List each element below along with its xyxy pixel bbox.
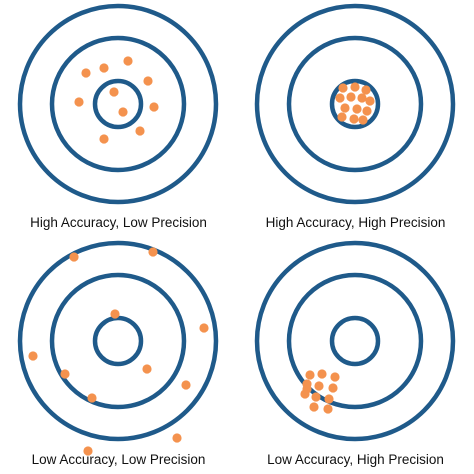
- caption-high-accuracy-high-precision: High Accuracy, High Precision: [265, 215, 446, 230]
- bullseye-ring: [92, 78, 144, 130]
- outer-ring: [254, 240, 456, 442]
- shot-dot: [149, 102, 159, 112]
- shot-dot: [311, 392, 321, 402]
- shot-dot: [335, 93, 345, 103]
- middle-ring: [286, 272, 424, 410]
- bullseye-ring: [92, 315, 144, 367]
- caption-low-accuracy-high-precision: Low Accuracy, High Precision: [267, 452, 444, 467]
- shot-dot: [99, 134, 109, 144]
- shot-dot: [328, 383, 338, 393]
- target-panel-low-accuracy-high-precision: [254, 240, 456, 442]
- shot-dot: [357, 93, 367, 103]
- shot-dot: [346, 92, 356, 102]
- shot-dot: [317, 369, 327, 379]
- shot-dot: [60, 369, 70, 379]
- middle-ring: [286, 35, 424, 173]
- shot-dot: [365, 96, 375, 106]
- shot-dot: [302, 384, 312, 394]
- shot-dot: [330, 372, 340, 382]
- shot-dot: [361, 85, 371, 95]
- shot-dot: [74, 97, 84, 107]
- bullseye-ring: [329, 78, 381, 130]
- shot-dot: [118, 107, 128, 117]
- shot-dot: [123, 56, 133, 66]
- shot-dot: [143, 76, 153, 86]
- shot-dot: [309, 402, 319, 412]
- shot-dot: [87, 393, 97, 403]
- shot-dot: [314, 381, 324, 391]
- caption-low-accuracy-low-precision: Low Accuracy, Low Precision: [31, 452, 206, 467]
- middle-ring: [49, 35, 187, 173]
- target-panel-high-accuracy-low-precision: [17, 3, 219, 205]
- shot-dot: [69, 252, 79, 262]
- target-panel-low-accuracy-low-precision: [17, 240, 219, 456]
- outer-ring: [17, 240, 219, 442]
- shot-dot: [323, 404, 333, 414]
- shot-dot: [199, 323, 209, 333]
- shot-dot: [135, 126, 145, 136]
- shot-dot: [172, 433, 182, 443]
- shot-dot: [340, 103, 350, 113]
- shot-dot: [110, 309, 120, 319]
- shot-dot: [337, 112, 347, 122]
- shot-dot: [324, 394, 334, 404]
- shot-dot: [350, 82, 360, 92]
- target-panel-high-accuracy-high-precision: [254, 3, 456, 205]
- shot-dot: [358, 115, 368, 125]
- caption-high-accuracy-low-precision: High Accuracy, Low Precision: [30, 215, 207, 230]
- shot-dot: [109, 87, 119, 97]
- shot-dot: [83, 446, 93, 456]
- shot-dot: [148, 247, 158, 257]
- shot-dot: [362, 106, 372, 116]
- shot-dot: [349, 114, 359, 124]
- shot-dot: [181, 380, 191, 390]
- outer-ring: [254, 3, 456, 205]
- shot-dot: [28, 351, 38, 361]
- shot-dot: [352, 104, 362, 114]
- outer-ring: [17, 3, 219, 205]
- shot-dot: [338, 83, 348, 93]
- shot-dot: [81, 68, 91, 78]
- shot-dot: [142, 364, 152, 374]
- shot-dot: [99, 63, 109, 73]
- shot-dot: [305, 370, 315, 380]
- middle-ring: [49, 272, 187, 410]
- bullseye-ring: [329, 315, 381, 367]
